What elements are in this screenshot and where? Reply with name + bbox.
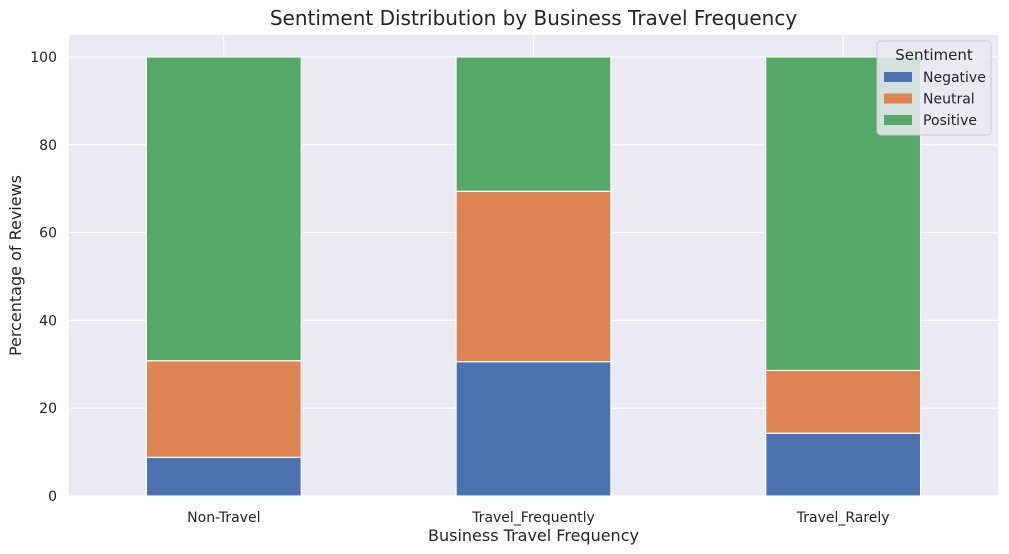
bar-neutral-travel-rarely xyxy=(765,369,922,434)
x-tick-label: Travel_Frequently xyxy=(471,510,595,526)
y-axis-label: Percentage of Reviews xyxy=(6,175,25,356)
bar-positive-travel-frequently xyxy=(455,56,612,192)
x-tick-label: Travel_Rarely xyxy=(796,510,890,526)
bar-negative-non-travel xyxy=(145,456,302,497)
x-axis-label: Business Travel Frequency xyxy=(428,526,639,545)
legend-swatch-positive xyxy=(884,115,912,125)
y-tick-label: 100 xyxy=(30,50,57,66)
legend-label-negative: Negative xyxy=(923,70,986,86)
y-tick-label: 40 xyxy=(39,313,57,329)
bar-neutral-travel-frequently xyxy=(455,190,612,363)
legend-label-neutral: Neutral xyxy=(923,92,975,108)
legend-title: Sentiment xyxy=(895,46,973,64)
x-tick-label: Non-Travel xyxy=(187,510,260,526)
legend-swatch-negative xyxy=(884,72,912,82)
y-tick-label: 0 xyxy=(48,489,57,505)
legend: Sentiment Negative Neutral Positive xyxy=(876,40,992,136)
bar-negative-travel-frequently xyxy=(455,361,612,497)
bars xyxy=(145,56,922,497)
legend-label-positive: Positive xyxy=(923,113,977,129)
bar-positive-non-travel xyxy=(145,56,302,362)
y-tick-label: 20 xyxy=(39,401,57,417)
chart-title: Sentiment Distribution by Business Trave… xyxy=(270,6,798,30)
x-axis-ticks: Non-Travel Travel_Frequently Travel_Rarely xyxy=(187,510,889,526)
y-axis-ticks: 0 20 40 60 80 100 xyxy=(30,50,57,505)
bar-neutral-non-travel xyxy=(145,360,302,458)
legend-box xyxy=(876,40,992,136)
y-tick-label: 80 xyxy=(39,138,57,154)
y-tick-label: 60 xyxy=(39,226,57,242)
legend-swatch-neutral xyxy=(884,93,912,104)
bar-negative-travel-rarely xyxy=(765,432,922,497)
